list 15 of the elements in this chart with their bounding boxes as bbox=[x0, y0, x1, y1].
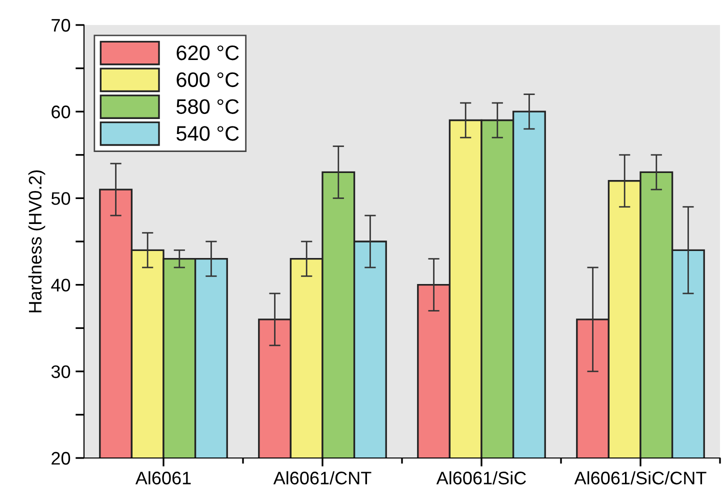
y-tick-label: 40 bbox=[51, 278, 70, 292]
legend-label: 600 °C bbox=[176, 72, 239, 88]
legend-label: 540 °C bbox=[176, 126, 239, 141]
x-tick-label: Al6061 bbox=[135, 471, 191, 484]
legend-label: 580 °C bbox=[176, 99, 239, 114]
y-axis-title: Hardness (HV0.2) bbox=[28, 170, 46, 312]
y-tick-label: 50 bbox=[51, 192, 70, 205]
y-tick-label: 30 bbox=[51, 365, 70, 378]
y-tick-label: 60 bbox=[52, 106, 70, 118]
y-tick-label: 70 bbox=[52, 18, 70, 32]
legend-label: 620 °C bbox=[176, 45, 239, 60]
y-tick-label: 20 bbox=[52, 452, 70, 465]
x-tick-label: Al6061/SiC/CNT bbox=[574, 471, 706, 484]
x-tick-label: Al6061/SiC bbox=[436, 471, 526, 484]
x-tick-label: Al6061/CNT bbox=[273, 471, 372, 484]
